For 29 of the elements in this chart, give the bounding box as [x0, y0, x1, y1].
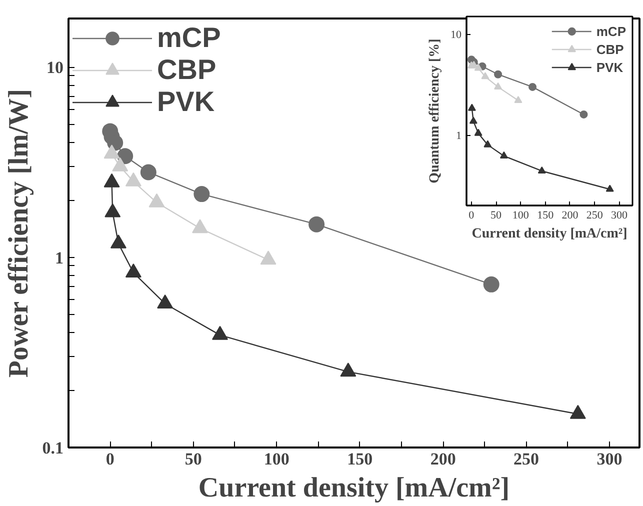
x-tick-label: 100 [264, 450, 290, 468]
legend-label: CBP [157, 54, 216, 86]
legend-label: PVK [596, 60, 624, 74]
y-tick-label: 10 [450, 29, 462, 42]
x-tick-label: 150 [537, 210, 554, 222]
legend-label: mCP [596, 24, 626, 38]
y-tick-label: 1 [55, 248, 64, 268]
legend-label: PVK [157, 86, 215, 118]
x-tick-label: 250 [514, 450, 540, 468]
y-axis-title: Power efficiency [lm/W] [3, 88, 34, 378]
x-tick-label: 0 [106, 450, 114, 468]
x-tick-label: 200 [430, 450, 456, 468]
x-axis-title: Current density [mA/cm²] [198, 472, 510, 504]
x-tick-label: 300 [596, 450, 622, 468]
x-tick-label: 100 [512, 210, 530, 222]
legend-label: mCP [157, 22, 221, 54]
x-tick-label: 250 [586, 210, 604, 222]
y-tick-label: 10 [46, 58, 64, 78]
y-tick-label: 1 [456, 130, 462, 142]
x-axis-title: Current density [mA/cm²] [472, 226, 628, 242]
y-tick-label: 0.1 [42, 438, 64, 458]
x-tick-label: 150 [347, 450, 373, 468]
y-axis-title: Quantum efficiency [%] [428, 38, 442, 184]
x-tick-label: 50 [184, 450, 202, 468]
legend-label: CBP [596, 42, 624, 56]
x-tick-label: 300 [610, 210, 628, 222]
x-tick-label: 50 [490, 210, 502, 222]
x-tick-label: 0 [468, 210, 475, 222]
x-tick-label: 200 [562, 210, 579, 222]
